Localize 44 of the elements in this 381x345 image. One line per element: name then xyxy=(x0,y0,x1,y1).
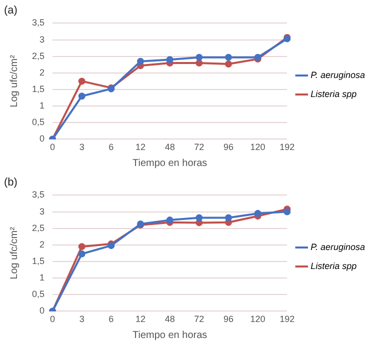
x-tick-label: 0 xyxy=(50,142,56,152)
x-tick-label: 48 xyxy=(164,314,175,324)
legend-label: Listeria spp xyxy=(310,261,357,271)
chart-title: (a) xyxy=(4,4,18,17)
y-tick-label: 2,5 xyxy=(32,50,45,61)
y-axis-title: Log ufc/cm² xyxy=(8,226,20,280)
legend-label: Listeria spp xyxy=(310,89,357,99)
y-tick-label: 1,5 xyxy=(32,256,45,266)
x-tick-label: 96 xyxy=(223,314,234,324)
y-tick-label: 1 xyxy=(39,100,45,111)
x-axis-title: Tiempo en horas xyxy=(132,158,208,169)
y-tick-label: 3 xyxy=(39,34,45,44)
y-tick-label: 1,5 xyxy=(32,84,45,94)
y-tick-label: 3,5 xyxy=(32,18,45,28)
x-tick-label: 0 xyxy=(50,314,56,324)
x-tick-label: 6 xyxy=(108,142,114,152)
legend-label: P. aeruginosa xyxy=(310,70,366,80)
x-tick-label: 3 xyxy=(79,142,84,152)
x-tick-label: 48 xyxy=(164,142,175,152)
x-tick-label: 120 xyxy=(250,314,266,324)
x-tick-label: 120 xyxy=(250,142,266,152)
x-tick-label: 3 xyxy=(79,314,84,324)
x-tick-label: 6 xyxy=(108,314,114,324)
y-tick-label: 2,5 xyxy=(32,222,45,233)
x-tick-label: 192 xyxy=(280,314,295,324)
x-tick-label: 96 xyxy=(223,142,234,152)
chart-title: (b) xyxy=(4,176,18,189)
legend-label: P. aeruginosa xyxy=(310,242,366,252)
y-tick-label: 2 xyxy=(39,239,45,250)
y-axis-title: Log ufc/cm² xyxy=(8,54,20,108)
x-tick-label: 12 xyxy=(135,142,146,152)
x-tick-label: 12 xyxy=(135,314,146,324)
y-tick-label: 0,5 xyxy=(32,289,45,300)
y-tick-label: 3,5 xyxy=(32,190,45,200)
y-tick-label: 3 xyxy=(39,206,45,216)
x-tick-label: 72 xyxy=(194,314,204,324)
x-axis-title: Tiempo en horas xyxy=(132,330,208,341)
y-tick-label: 2 xyxy=(39,67,45,78)
y-tick-label: 0 xyxy=(39,306,45,316)
x-tick-label: 192 xyxy=(280,142,295,152)
y-tick-label: 0 xyxy=(39,134,45,144)
x-tick-label: 72 xyxy=(194,142,204,152)
y-tick-label: 0,5 xyxy=(32,117,45,128)
y-tick-label: 1 xyxy=(39,272,45,283)
